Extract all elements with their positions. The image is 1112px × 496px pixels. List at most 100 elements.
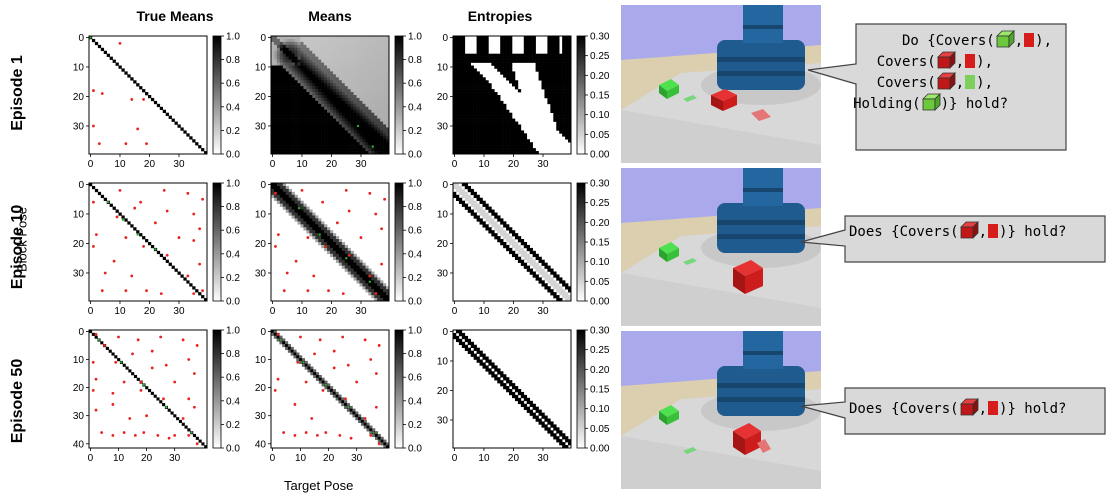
heatmap-cell <box>332 77 337 81</box>
heatmap-cell <box>321 244 325 249</box>
heatmap-cell <box>297 212 301 216</box>
heatmap-cell <box>350 250 354 255</box>
heatmap-cell <box>338 53 343 57</box>
heatmap-cell <box>321 68 325 72</box>
heatmap-cell <box>359 36 363 40</box>
heatmap-cell <box>374 118 378 122</box>
heatmap-cell <box>374 130 378 134</box>
heatmap-cell <box>380 103 384 108</box>
heatmap-cell <box>377 71 381 75</box>
heatmap-cell <box>282 118 287 122</box>
heatmap-cell <box>341 56 346 60</box>
heatmap-cell <box>494 151 498 155</box>
heatmap-cell <box>473 100 477 105</box>
heatmap-cell <box>464 136 469 140</box>
heatmap-cell <box>303 97 307 102</box>
green-point <box>324 383 327 386</box>
red-point <box>359 236 363 239</box>
heatmap-cell <box>550 41 554 46</box>
heatmap-cell <box>371 92 375 96</box>
heatmap-cell <box>491 130 495 134</box>
heatmap-cell <box>453 56 457 60</box>
heatmap-cell <box>383 89 387 93</box>
heatmap-cell <box>368 292 372 296</box>
heatmap-cell <box>470 77 474 81</box>
heatmap-cell <box>313 369 317 373</box>
heatmap-cell <box>535 262 539 266</box>
heatmap-cell <box>273 80 278 84</box>
heatmap-cell <box>341 74 346 78</box>
heatmap-cell <box>353 53 357 57</box>
heatmap-cell <box>512 130 516 134</box>
heatmap-cell <box>324 145 328 149</box>
colorbar-tick-label: 0.05 <box>590 424 610 435</box>
heatmap-cell <box>512 386 516 390</box>
heatmap-cell <box>514 59 519 63</box>
heatmap-cell <box>324 92 328 96</box>
heatmap-cell <box>282 92 287 96</box>
heatmap-cell <box>386 289 390 293</box>
heatmap-cell <box>520 400 525 405</box>
heatmap-cell <box>347 53 351 57</box>
heatmap-cell <box>303 86 307 90</box>
heatmap-cell <box>338 68 343 72</box>
heatmap-cell <box>556 121 560 125</box>
heatmap-cell <box>309 68 313 72</box>
heatmap-cell <box>353 44 357 49</box>
heatmap-cell <box>485 151 489 155</box>
heatmap-cell <box>503 47 507 52</box>
heatmap-cell <box>538 53 542 57</box>
heatmap-cell <box>547 430 551 434</box>
x-tick-label: 0 <box>270 159 276 170</box>
heatmap-cell <box>386 445 390 449</box>
heatmap-cell <box>341 139 346 143</box>
heatmap-cell <box>455 185 460 190</box>
heatmap-cell <box>377 286 381 290</box>
colorbar-tick-label: 0.15 <box>590 385 610 396</box>
heatmap-cell <box>467 106 471 111</box>
heatmap-cell <box>529 56 533 60</box>
heatmap-cell <box>458 112 463 116</box>
heatmap-cell <box>89 330 93 334</box>
heatmap-cell <box>332 95 337 99</box>
heatmap-cell <box>312 41 316 46</box>
heatmap-cell <box>297 59 301 63</box>
heatmap-cell <box>461 77 466 81</box>
heatmap-cell <box>150 97 155 102</box>
heatmap-cell <box>344 92 348 96</box>
heatmap-cell <box>139 86 143 90</box>
heatmap-cell <box>479 86 483 90</box>
heatmap-cell <box>365 142 369 146</box>
heatmap-cell <box>512 133 516 137</box>
heatmap-cell <box>330 139 334 143</box>
heatmap-cell <box>285 71 289 75</box>
heatmap-cell <box>565 83 569 87</box>
colorbar-tick-label: 0.2 <box>226 420 240 431</box>
heatmap-cell <box>324 86 328 90</box>
heatmap-cell <box>565 41 569 46</box>
heatmap-cell <box>562 62 566 66</box>
heatmap-cell <box>338 65 343 69</box>
green-point <box>372 431 375 434</box>
heatmap-cell <box>341 103 346 108</box>
heatmap-cell <box>362 59 366 63</box>
heatmap-cell <box>276 139 281 143</box>
heatmap-cell <box>512 244 516 249</box>
heatmap-cell <box>279 185 284 190</box>
heatmap-cell <box>550 77 554 81</box>
heatmap-cell <box>353 253 357 258</box>
heatmap-cell <box>330 136 334 140</box>
red-point <box>276 377 280 381</box>
heatmap-cell <box>377 292 381 296</box>
heatmap-cell <box>344 77 348 81</box>
heatmap-cell <box>455 330 460 334</box>
heatmap-cell <box>332 250 337 255</box>
y-tick-label: 30 <box>73 268 85 279</box>
heatmap-cell <box>273 112 278 116</box>
heatmap-cell <box>506 247 510 252</box>
red-point <box>300 188 304 192</box>
heatmap-cell <box>371 97 375 102</box>
query-1-line-1: Do {Covers( ,), <box>902 30 1052 49</box>
heatmap-cell <box>291 59 295 63</box>
red-point <box>111 433 115 437</box>
